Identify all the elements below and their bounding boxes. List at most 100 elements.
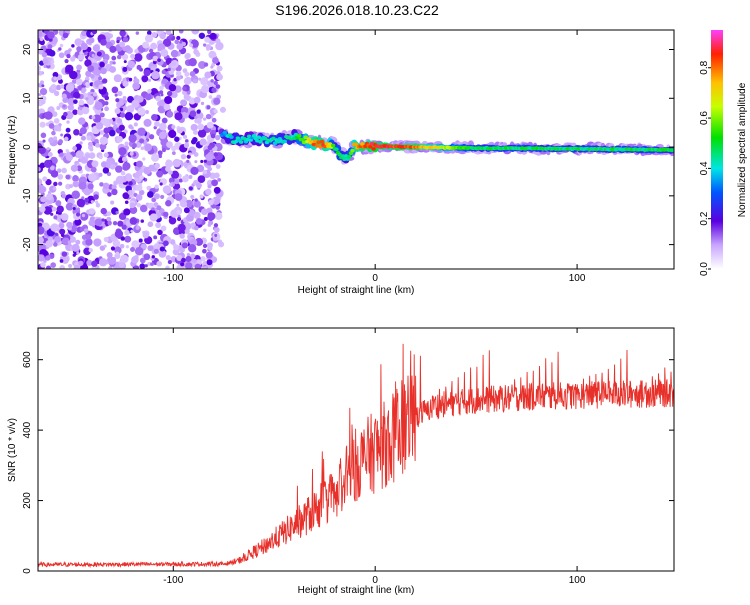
noise-blob — [139, 263, 146, 269]
noise-blob — [60, 133, 64, 137]
noise-blob — [134, 48, 139, 54]
noise-blob — [213, 152, 219, 157]
noise-blob — [94, 138, 99, 144]
noise-blob — [39, 40, 45, 46]
noise-blob — [197, 129, 207, 138]
noise-blob — [122, 66, 128, 72]
noise-blob — [133, 122, 138, 127]
noise-blob — [61, 237, 70, 246]
noise-blob — [172, 248, 180, 256]
noise-blob — [135, 184, 143, 192]
noise-blob — [202, 43, 207, 47]
noise-blob — [59, 259, 64, 263]
noise-blob — [193, 49, 199, 55]
noise-blob — [124, 200, 129, 205]
noise-blob — [199, 138, 207, 146]
noise-blob — [88, 208, 96, 215]
noise-blob — [86, 259, 93, 266]
noise-blob — [188, 57, 197, 67]
noise-blob — [198, 77, 202, 81]
noise-blob — [38, 93, 42, 97]
noise-blob — [140, 146, 145, 151]
noise-blob — [38, 254, 45, 262]
noise-blob — [208, 50, 217, 59]
noise-blob — [210, 79, 214, 83]
noise-blob — [66, 53, 71, 59]
noise-blob — [60, 233, 65, 238]
noise-blob — [129, 151, 134, 156]
noise-blob — [183, 93, 190, 101]
noise-blob — [205, 153, 213, 161]
noise-blob — [144, 143, 153, 152]
noise-blob — [60, 213, 69, 221]
noise-blob — [104, 95, 110, 101]
noise-blob — [85, 233, 92, 240]
noise-blob — [85, 153, 91, 159]
noise-blob — [73, 264, 80, 269]
colorbar-ramp — [711, 30, 723, 269]
noise-blob — [83, 228, 89, 234]
noise-blob — [119, 30, 126, 37]
snr-series-line — [38, 343, 674, 569]
noise-blob — [102, 167, 110, 174]
noise-blob — [112, 239, 121, 248]
noise-blob — [182, 134, 188, 139]
noise-blob — [112, 61, 116, 65]
noise-blob — [143, 69, 151, 77]
noise-blob — [181, 111, 188, 118]
noise-blob — [180, 153, 187, 160]
noise-blob — [206, 121, 214, 129]
noise-blob — [180, 262, 185, 267]
noise-blob — [42, 139, 46, 143]
noise-blob — [58, 52, 65, 59]
trace-blob — [306, 137, 312, 141]
noise-blob — [141, 75, 149, 83]
noise-blob — [120, 112, 126, 118]
noise-blob — [160, 225, 167, 232]
noise-blob — [54, 235, 62, 243]
noise-blob — [127, 60, 136, 69]
noise-blob — [122, 36, 129, 43]
noise-blob — [40, 195, 47, 203]
noise-blob — [57, 173, 64, 180]
noise-blob — [207, 30, 212, 35]
noise-blob — [67, 97, 75, 106]
noise-blob — [207, 246, 213, 251]
noise-blob — [185, 139, 189, 143]
noise-blob — [39, 206, 46, 213]
noise-blob — [201, 208, 208, 216]
noise-blob — [142, 230, 146, 235]
noise-blob — [58, 139, 63, 145]
noise-blob — [76, 207, 81, 212]
noise-blob — [107, 192, 112, 197]
noise-blob — [61, 167, 67, 174]
noise-blob — [67, 240, 72, 245]
noise-blob — [112, 220, 118, 226]
noise-blob — [114, 93, 118, 97]
noise-blob — [50, 212, 54, 216]
noise-blob — [195, 111, 204, 120]
noise-blob — [159, 182, 163, 186]
noise-blob — [55, 84, 62, 91]
trace-blob — [337, 152, 342, 157]
noise-blob — [193, 200, 201, 208]
noise-blob — [85, 70, 92, 78]
noise-blob — [80, 42, 88, 51]
noise-blob — [76, 165, 83, 172]
noise-blob — [59, 43, 64, 48]
noise-blob — [48, 123, 55, 129]
noise-blob — [101, 218, 105, 222]
noise-blob — [147, 191, 154, 198]
noise-blob — [186, 159, 190, 163]
noise-blob — [124, 229, 130, 236]
spectrogram-y-tick-label: 10 — [22, 92, 33, 104]
noise-blob — [109, 60, 114, 65]
noise-blob — [115, 175, 125, 185]
noise-blob — [205, 188, 212, 196]
noise-blob — [176, 254, 183, 261]
noise-blob — [159, 122, 167, 131]
noise-blob — [202, 243, 208, 249]
noise-blob — [114, 229, 124, 239]
noise-blob — [48, 137, 55, 144]
